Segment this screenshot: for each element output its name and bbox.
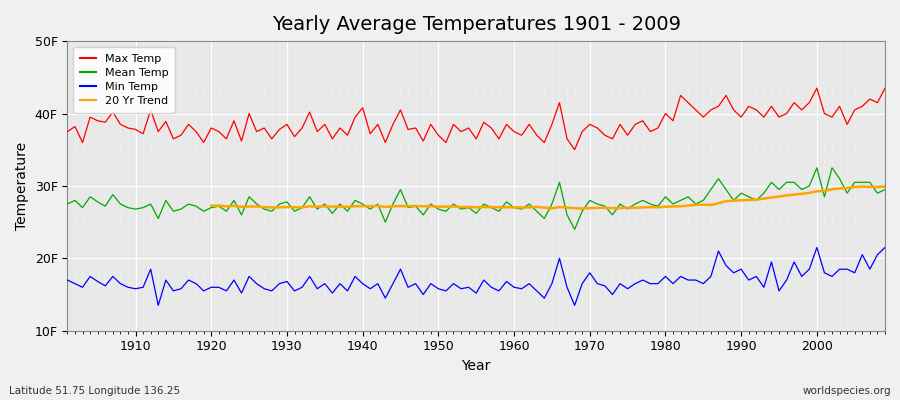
- Y-axis label: Temperature: Temperature: [15, 142, 29, 230]
- Text: worldspecies.org: worldspecies.org: [803, 386, 891, 396]
- Text: Latitude 51.75 Longitude 136.25: Latitude 51.75 Longitude 136.25: [9, 386, 180, 396]
- Legend: Max Temp, Mean Temp, Min Temp, 20 Yr Trend: Max Temp, Mean Temp, Min Temp, 20 Yr Tre…: [73, 47, 176, 113]
- X-axis label: Year: Year: [462, 359, 490, 373]
- Title: Yearly Average Temperatures 1901 - 2009: Yearly Average Temperatures 1901 - 2009: [272, 15, 680, 34]
